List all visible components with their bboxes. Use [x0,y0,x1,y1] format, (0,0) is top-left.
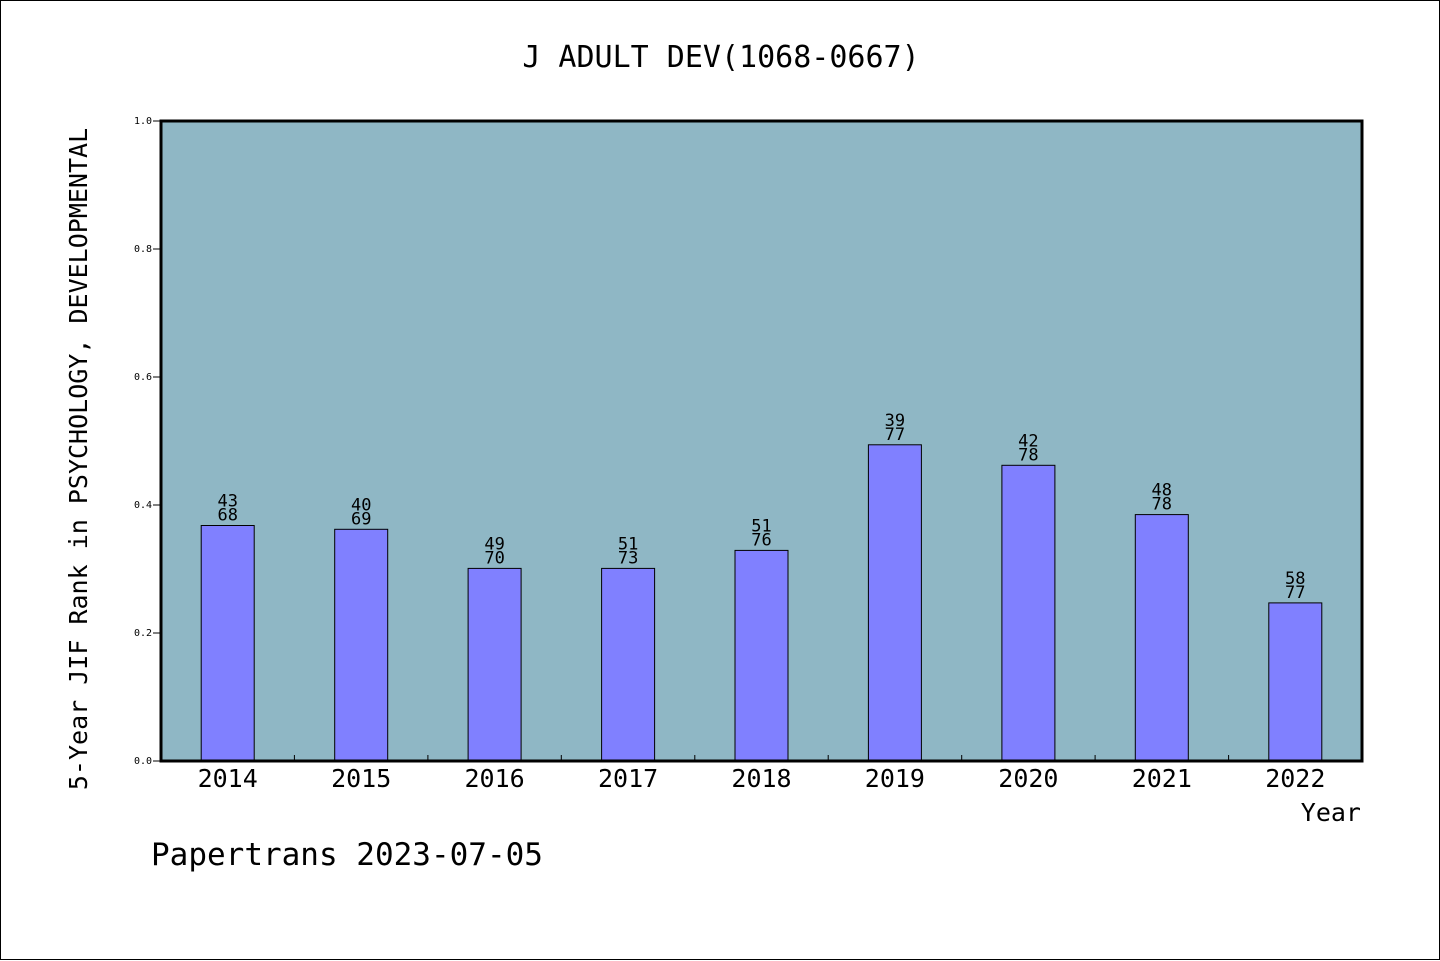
bar-2017 [601,567,656,762]
bars-group [200,444,1323,762]
bar-rank-label-2015: 40 [351,495,371,515]
bar-total-label-2020: 78 [1018,445,1038,465]
bar-2014 [200,525,255,762]
x-tick-label-2020: 2020 [998,764,1058,793]
x-tick-label-2019: 2019 [865,764,925,793]
y-tick-label-0.8: 0.8 [134,244,152,255]
bar-total-label-2021: 78 [1152,495,1172,515]
bar-total-label-2015: 69 [351,509,371,529]
bar-rank-label-2014: 43 [217,492,237,512]
y-tick-label-0.4: 0.4 [134,500,152,511]
bar-rank-label-2019: 39 [885,411,905,431]
bar-2018 [734,549,789,762]
bar-rank-label-2017: 51 [618,534,638,554]
bar-rank-label-2022: 58 [1285,569,1305,589]
x-tick-label-2022: 2022 [1265,764,1325,793]
bar-2022 [1268,602,1323,762]
bar-2019 [867,444,922,762]
bar-rank-label-2021: 48 [1152,481,1172,501]
footer-credit: Papertrans 2023-07-05 [151,837,543,873]
chart-title: J ADULT DEV(1068-0667) [522,40,919,75]
plot-border [159,119,1364,763]
bar-2020 [1001,464,1056,762]
bar-total-label-2022: 77 [1285,583,1305,603]
y-axis-ticks: 0.0 0.2 0.4 0.6 0.8 1.0 [134,116,161,767]
x-tick-label-2021: 2021 [1132,764,1192,793]
y-tick-label-0.2: 0.2 [134,628,152,639]
bar-rank-label-2016: 49 [484,534,504,554]
bar-rank-label-2020: 42 [1018,431,1038,451]
y-tick-label-0.0: 0.0 [134,756,152,767]
y-tick-label-1.0: 1.0 [134,116,152,127]
bar-total-label-2019: 77 [885,425,905,445]
x-tick-label-2017: 2017 [598,764,658,793]
bar-2016 [467,567,522,762]
bar-total-label-2014: 68 [217,506,237,526]
bar-rank-label-2018: 51 [751,516,771,536]
y-tick-label-0.6: 0.6 [134,372,152,383]
y-axis-label: 5-Year JIF Rank in PSYCHOLOGY, DEVELOPME… [64,128,93,790]
bar-2015 [334,528,389,762]
x-tick-label-2015: 2015 [331,764,391,793]
bar-total-label-2017: 73 [618,548,638,568]
x-tick-label-2018: 2018 [731,764,791,793]
x-axis-ticks: 2014 2015 2016 2017 2018 2019 2020 2021 2022 [198,755,1325,793]
bar-total-label-2016: 70 [484,548,504,568]
x-tick-label-2014: 2014 [198,764,258,793]
bar-2021 [1134,514,1189,762]
x-tick-label-2016: 2016 [464,764,524,793]
bar-total-label-2018: 76 [751,530,771,550]
x-axis-label: Year [1301,798,1361,827]
